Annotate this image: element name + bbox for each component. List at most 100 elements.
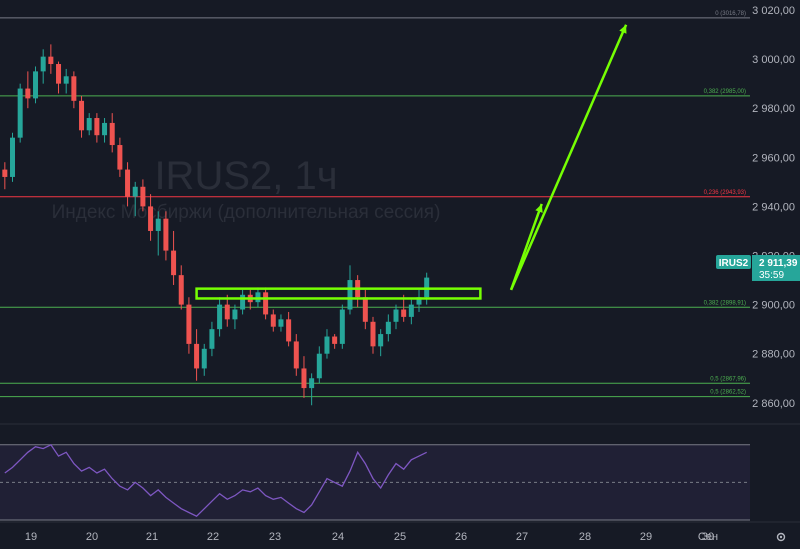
candle (10, 132, 16, 182)
candle-body (132, 186, 138, 197)
candle-body (416, 297, 422, 305)
candle (2, 162, 8, 190)
candle (408, 299, 414, 325)
rsi-line (4, 443, 427, 517)
candle-body (194, 343, 200, 369)
candle-body (56, 64, 62, 84)
candle-body (347, 280, 353, 310)
candle-body (186, 304, 192, 344)
candle (378, 329, 384, 357)
symbol-tag-bg (716, 255, 751, 269)
time-tick-label: 24 (332, 531, 344, 543)
symbol-tag: IRUS2 (719, 258, 749, 269)
price-tag-bg (752, 255, 800, 281)
candle-body (339, 309, 345, 344)
price-tick-label: 3 020,00 (752, 5, 795, 17)
candle (178, 265, 184, 310)
candle-body (63, 76, 69, 84)
time-tick-label: 23 (269, 531, 281, 543)
candle (309, 373, 315, 406)
candle-body (324, 336, 330, 354)
candle (224, 294, 230, 327)
candle (201, 343, 207, 376)
candle (140, 179, 146, 212)
price-axis: 3 020,00 3 000,00 2 980,00 2 960,00 2 940,00… (752, 5, 795, 410)
arrow-head (619, 24, 627, 34)
candle-body (385, 321, 391, 335)
candle (125, 162, 131, 207)
candle-body (178, 275, 184, 305)
candle (316, 346, 322, 384)
candle (270, 309, 276, 332)
time-tick-label: Сен (698, 531, 718, 543)
candle (332, 334, 338, 349)
candle (63, 68, 69, 94)
time-tick-label: 30 (702, 531, 714, 543)
candle (186, 297, 192, 354)
target-arrow[interactable] (509, 24, 628, 291)
candle (339, 304, 345, 349)
candle (217, 297, 223, 337)
candle (355, 275, 361, 308)
candle (155, 211, 161, 256)
candle-body (140, 186, 146, 207)
range-rectangle[interactable] (195, 287, 482, 300)
candle (301, 356, 307, 398)
candle (232, 304, 238, 330)
candle (194, 329, 200, 381)
candle-body (79, 100, 85, 131)
time-tick-label: 21 (146, 531, 158, 543)
candle-body (378, 334, 384, 347)
candle-body (163, 218, 169, 251)
candle-body (224, 304, 230, 320)
candle (393, 304, 399, 330)
candle-body (401, 309, 407, 317)
candle-body (109, 122, 115, 146)
candle (263, 287, 269, 320)
time-tick-label: 26 (455, 531, 467, 543)
candle (171, 230, 177, 285)
candle (163, 211, 169, 261)
candle (278, 314, 284, 332)
fib-level-label: 0,5 (2862,52) (710, 390, 746, 396)
drawing-annotations[interactable] (195, 24, 628, 300)
rsi-pane[interactable]: 80,0060,0040,00 (0, 421, 795, 521)
candle (416, 289, 422, 312)
candle-body (408, 304, 414, 317)
candle-body (316, 353, 322, 379)
candle (94, 113, 100, 143)
candle (132, 181, 138, 217)
candle (86, 113, 92, 136)
candle-body (263, 292, 269, 315)
candle-body (278, 319, 284, 327)
candle-body (102, 122, 108, 136)
candle-body (240, 294, 246, 310)
candle (209, 321, 215, 357)
candle-body (362, 297, 368, 322)
price-tick-label: 2 940,00 (752, 201, 795, 213)
candle (148, 194, 154, 241)
candle-body (301, 368, 307, 389)
fib-level-label: 0,382 (2985,00) (704, 89, 746, 95)
price-tick-label: 2 880,00 (752, 349, 795, 361)
candle-body (33, 71, 39, 99)
price-tick-label: 2 960,00 (752, 152, 795, 164)
candle-body (117, 145, 123, 170)
fib-level-label: 0,236 (2943,93) (704, 190, 746, 196)
candle (40, 49, 46, 84)
candle-body (25, 88, 31, 99)
gear-icon[interactable] (776, 532, 786, 542)
candle-body (86, 118, 92, 131)
last-price-value: 2 911,39 (759, 258, 798, 269)
candle (102, 118, 108, 143)
last-price-label: IRUS2 2 911,39 35:59 (716, 255, 800, 281)
candle-body (270, 314, 276, 327)
arrow-head (535, 203, 543, 213)
candle (71, 71, 77, 109)
candle-body (201, 348, 207, 369)
price-tick-label: 2 980,00 (752, 103, 795, 115)
candle (324, 329, 330, 359)
candle (17, 83, 23, 143)
